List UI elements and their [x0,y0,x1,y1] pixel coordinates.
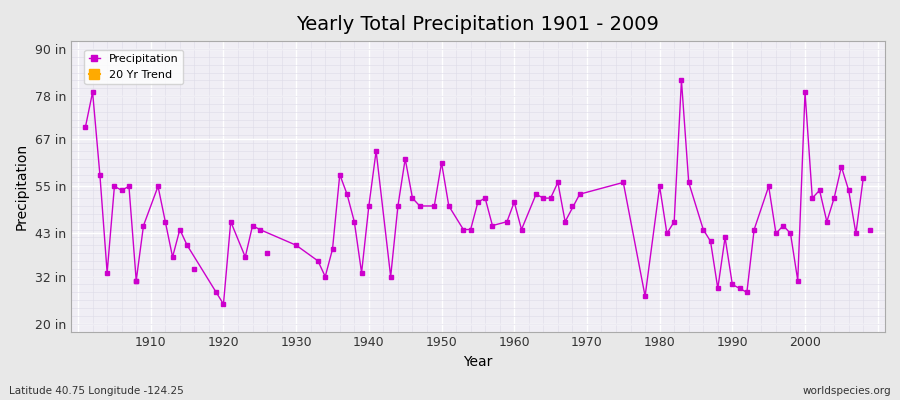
Precipitation [574,192,585,196]
Legend: Precipitation, 20 Yr Trend: Precipitation, 20 Yr Trend [85,50,183,84]
Precipitation [858,176,868,181]
X-axis label: Year: Year [464,355,492,369]
Y-axis label: Precipitation: Precipitation [15,143,29,230]
Precipitation [516,227,526,232]
Precipitation [713,286,724,291]
Text: Latitude 40.75 Longitude -124.25: Latitude 40.75 Longitude -124.25 [9,386,184,396]
Precipitation [80,125,91,130]
Title: Yearly Total Precipitation 1901 - 2009: Yearly Total Precipitation 1901 - 2009 [296,15,660,34]
Precipitation [676,78,687,83]
Precipitation [814,188,825,193]
Precipitation [792,278,803,283]
Text: worldspecies.org: worldspecies.org [803,386,891,396]
Line: Precipitation: Precipitation [84,79,865,306]
Precipitation [763,184,774,189]
Precipitation [218,302,229,306]
